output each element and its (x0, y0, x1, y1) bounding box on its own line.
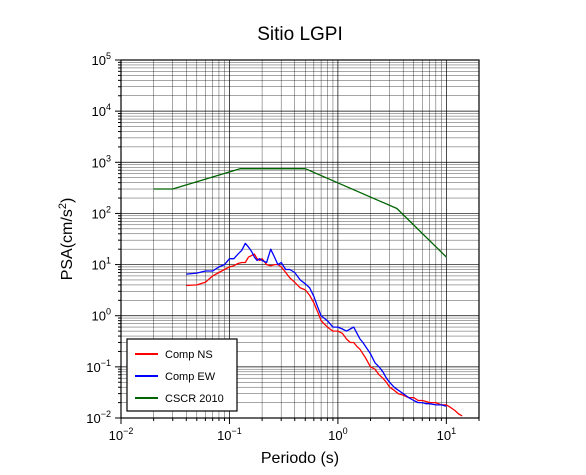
y-tick-label: 101 (92, 256, 111, 273)
x-tick-exp: −2 (123, 426, 133, 436)
y-tick-base: 10 (92, 206, 106, 221)
series-line-2 (153, 168, 447, 258)
legend: Comp NS Comp EW CSCR 2010 (126, 338, 238, 412)
y-tick-base: 10 (92, 104, 106, 119)
y-tick-base: 10 (86, 411, 100, 426)
y-tick-label: 105 (92, 51, 111, 68)
legend-label: Comp NS (165, 349, 213, 361)
x-tick-label: 101 (437, 426, 456, 443)
x-tick-label: 10−2 (109, 426, 134, 443)
y-axis-label-end: ) (59, 198, 76, 203)
y-tick-label: 103 (92, 153, 111, 170)
x-tick-base: 10 (109, 428, 123, 443)
y-tick-base: 10 (92, 258, 106, 273)
y-tick-exp: 0 (106, 307, 111, 317)
series-line-0 (186, 253, 463, 417)
legend-label: CSCR 2010 (165, 393, 224, 405)
chart-title: Sitio LGPI (257, 24, 343, 45)
x-tick-base: 10 (437, 428, 451, 443)
y-tick-label: 102 (92, 204, 111, 221)
x-tick-base: 10 (328, 428, 342, 443)
y-tick-base: 10 (92, 309, 106, 324)
plot-frame (120, 59, 480, 419)
x-tick-exp: 0 (343, 426, 348, 436)
y-tick-label: 10−1 (86, 358, 111, 375)
y-tick-label: 104 (92, 102, 111, 119)
legend-label: Comp EW (165, 371, 216, 383)
x-axis-label: Periodo (s) (261, 450, 339, 467)
series-lines (153, 168, 463, 417)
x-tick-label: 10−1 (217, 426, 242, 443)
x-tick-exp: −1 (232, 426, 242, 436)
y-tick-base: 10 (92, 155, 106, 170)
y-axis-label: PSA(cm/s2) (57, 198, 76, 281)
axis-ticks (115, 59, 480, 424)
y-tick-exp: 2 (106, 204, 111, 214)
x-tick-base: 10 (217, 428, 231, 443)
y-axis-label-main: PSA(cm/s (59, 209, 76, 280)
y-tick-label: 100 (92, 307, 111, 324)
x-tick-labels: 10−2 10−1 100 101 (109, 426, 456, 443)
y-tick-label: 10−2 (86, 409, 111, 426)
series-line-1 (186, 242, 447, 407)
y-tick-exp: 1 (106, 256, 111, 266)
y-tick-base: 10 (92, 53, 106, 68)
y-tick-base: 10 (86, 360, 100, 375)
y-tick-exp: −2 (101, 409, 111, 419)
y-tick-exp: 5 (106, 51, 111, 61)
x-tick-exp: 1 (451, 426, 456, 436)
grid (120, 59, 480, 419)
y-tick-exp: −1 (101, 358, 111, 368)
y-tick-exp: 3 (106, 153, 111, 163)
y-axis-label-sup: 2 (57, 203, 69, 209)
y-tick-exp: 4 (106, 102, 111, 112)
x-tick-label: 100 (328, 426, 347, 443)
